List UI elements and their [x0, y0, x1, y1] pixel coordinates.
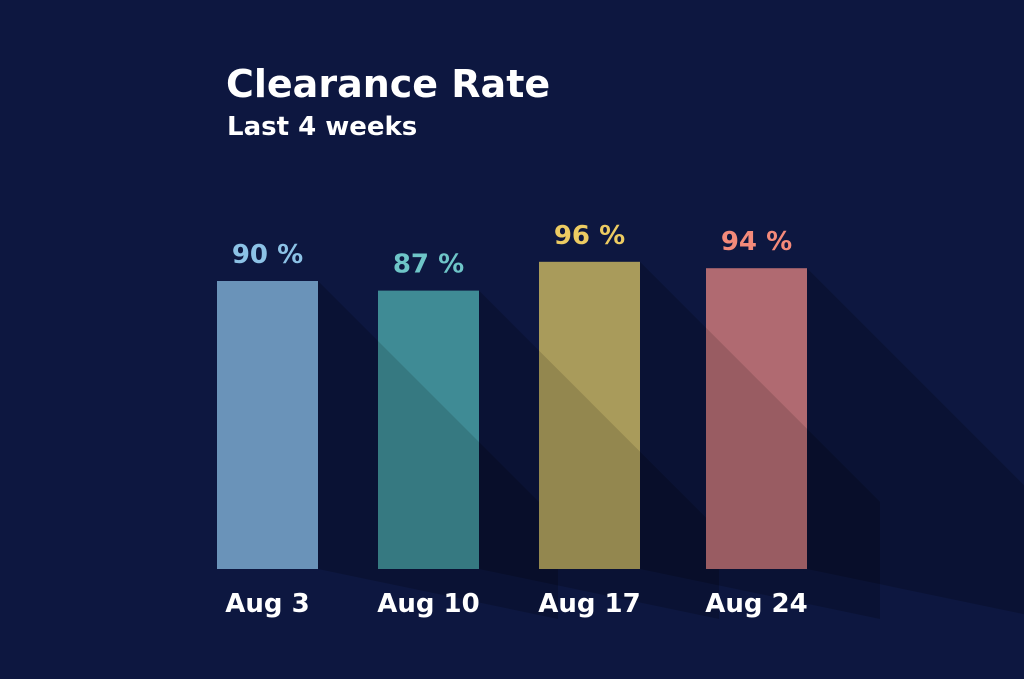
- bar-cast-shadow: [378, 341, 479, 569]
- data-label: 87 %: [393, 250, 464, 280]
- bar-aug-24: [706, 268, 807, 569]
- x-tick-label: Aug 24: [705, 589, 807, 619]
- bar-aug-17: [539, 261, 640, 569]
- x-tick-label: Aug 17: [538, 589, 640, 619]
- chart-title: Clearance Rate: [226, 62, 551, 106]
- bar-cast-shadow: [706, 327, 807, 569]
- data-label: 94 %: [721, 227, 792, 257]
- bar-cast-shadow: [539, 350, 640, 569]
- x-tick-label: Aug 3: [225, 589, 309, 619]
- bar-aug-3: [217, 281, 318, 569]
- chart-subtitle: Last 4 weeks: [227, 112, 418, 142]
- data-label: 90 %: [232, 240, 303, 270]
- data-label: 96 %: [554, 221, 625, 251]
- bar-aug-10: [378, 290, 479, 569]
- x-tick-label: Aug 10: [377, 589, 479, 619]
